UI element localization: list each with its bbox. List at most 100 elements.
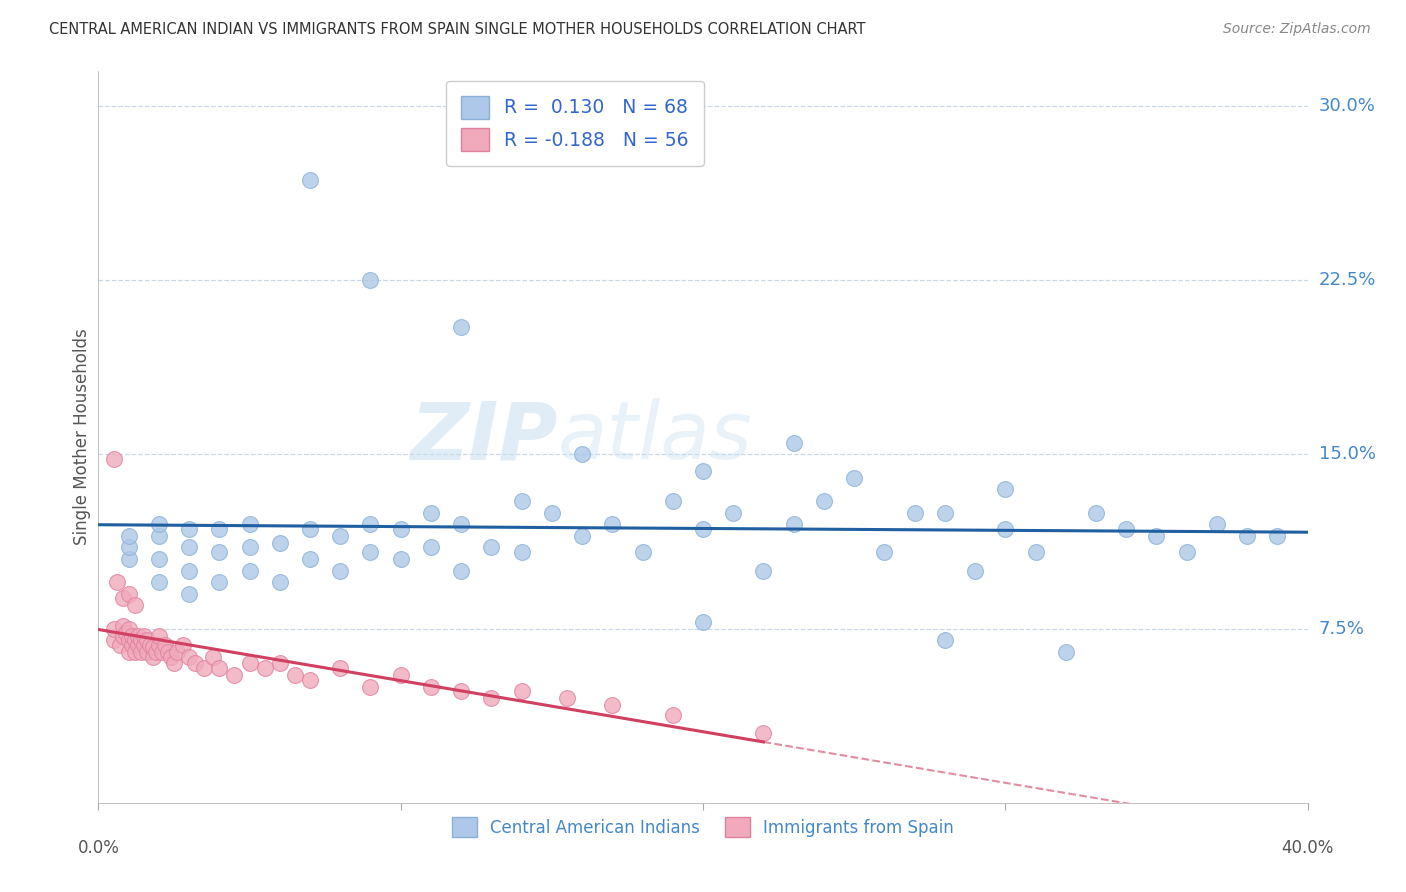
Point <box>571 448 593 462</box>
Point <box>103 622 125 636</box>
Point <box>360 517 382 532</box>
Point <box>450 319 472 334</box>
Point <box>179 522 201 536</box>
Point <box>127 638 149 652</box>
Point <box>148 552 170 566</box>
Point <box>1236 529 1258 543</box>
Point <box>389 522 412 536</box>
Point <box>1206 517 1229 532</box>
Point <box>284 668 307 682</box>
Point <box>723 506 745 520</box>
Point <box>904 506 927 520</box>
Point <box>692 464 714 478</box>
Point <box>148 575 170 590</box>
Point <box>783 436 806 450</box>
Point <box>420 506 443 520</box>
Point <box>510 684 533 698</box>
Point <box>129 633 152 648</box>
Point <box>994 483 1017 497</box>
Point <box>299 522 322 536</box>
Point <box>692 522 714 536</box>
Point <box>118 587 141 601</box>
Point <box>208 575 231 590</box>
Point <box>239 657 262 671</box>
Point <box>208 661 231 675</box>
Point <box>239 517 262 532</box>
Point <box>111 629 134 643</box>
Point <box>752 564 775 578</box>
Point <box>179 587 201 601</box>
Point <box>752 726 775 740</box>
Point <box>124 633 146 648</box>
Point <box>208 522 231 536</box>
Point <box>661 707 683 722</box>
Point <box>1144 529 1167 543</box>
Text: 40.0%: 40.0% <box>1281 839 1334 857</box>
Y-axis label: Single Mother Households: Single Mother Households <box>73 329 91 545</box>
Text: Source: ZipAtlas.com: Source: ZipAtlas.com <box>1223 22 1371 37</box>
Point <box>1054 645 1077 659</box>
Point <box>360 273 382 287</box>
Point <box>114 626 136 640</box>
Point <box>127 629 149 643</box>
Text: atlas: atlas <box>558 398 752 476</box>
Point <box>360 680 382 694</box>
Point <box>965 564 987 578</box>
Point <box>142 649 165 664</box>
Point <box>124 599 146 613</box>
Point <box>783 517 806 532</box>
Point <box>202 649 225 664</box>
Point <box>450 517 472 532</box>
Point <box>184 657 207 671</box>
Point <box>299 173 322 187</box>
Text: ZIP: ZIP <box>411 398 558 476</box>
Point <box>299 552 322 566</box>
Point <box>148 638 170 652</box>
Point <box>208 545 231 559</box>
Point <box>239 541 262 555</box>
Point <box>934 506 956 520</box>
Point <box>450 564 472 578</box>
Point <box>661 494 683 508</box>
Point <box>420 680 443 694</box>
Point <box>540 506 562 520</box>
Point <box>602 517 624 532</box>
Point <box>163 657 186 671</box>
Point <box>450 684 472 698</box>
Point <box>481 541 503 555</box>
Point <box>360 545 382 559</box>
Point <box>129 645 152 659</box>
Point <box>111 619 134 633</box>
Point <box>329 661 352 675</box>
Point <box>571 529 593 543</box>
Point <box>121 629 143 643</box>
Point <box>510 494 533 508</box>
Point <box>139 638 162 652</box>
Text: CENTRAL AMERICAN INDIAN VS IMMIGRANTS FROM SPAIN SINGLE MOTHER HOUSEHOLDS CORREL: CENTRAL AMERICAN INDIAN VS IMMIGRANTS FR… <box>49 22 866 37</box>
Point <box>269 535 291 549</box>
Point <box>111 591 134 606</box>
Point <box>160 649 183 664</box>
Point <box>156 645 179 659</box>
Point <box>148 517 170 532</box>
Point <box>269 575 291 590</box>
Point <box>420 541 443 555</box>
Point <box>172 638 194 652</box>
Point <box>1024 545 1046 559</box>
Point <box>602 698 624 713</box>
Point <box>150 645 173 659</box>
Point <box>153 638 176 652</box>
Point <box>135 633 157 648</box>
Text: 22.5%: 22.5% <box>1319 271 1376 289</box>
Point <box>299 673 322 687</box>
Point <box>253 661 276 675</box>
Point <box>142 640 165 655</box>
Point <box>179 649 201 664</box>
Text: 7.5%: 7.5% <box>1319 620 1365 638</box>
Point <box>1175 545 1198 559</box>
Point <box>1267 529 1289 543</box>
Point <box>934 633 956 648</box>
Point <box>813 494 835 508</box>
Point <box>132 638 155 652</box>
Point <box>844 471 866 485</box>
